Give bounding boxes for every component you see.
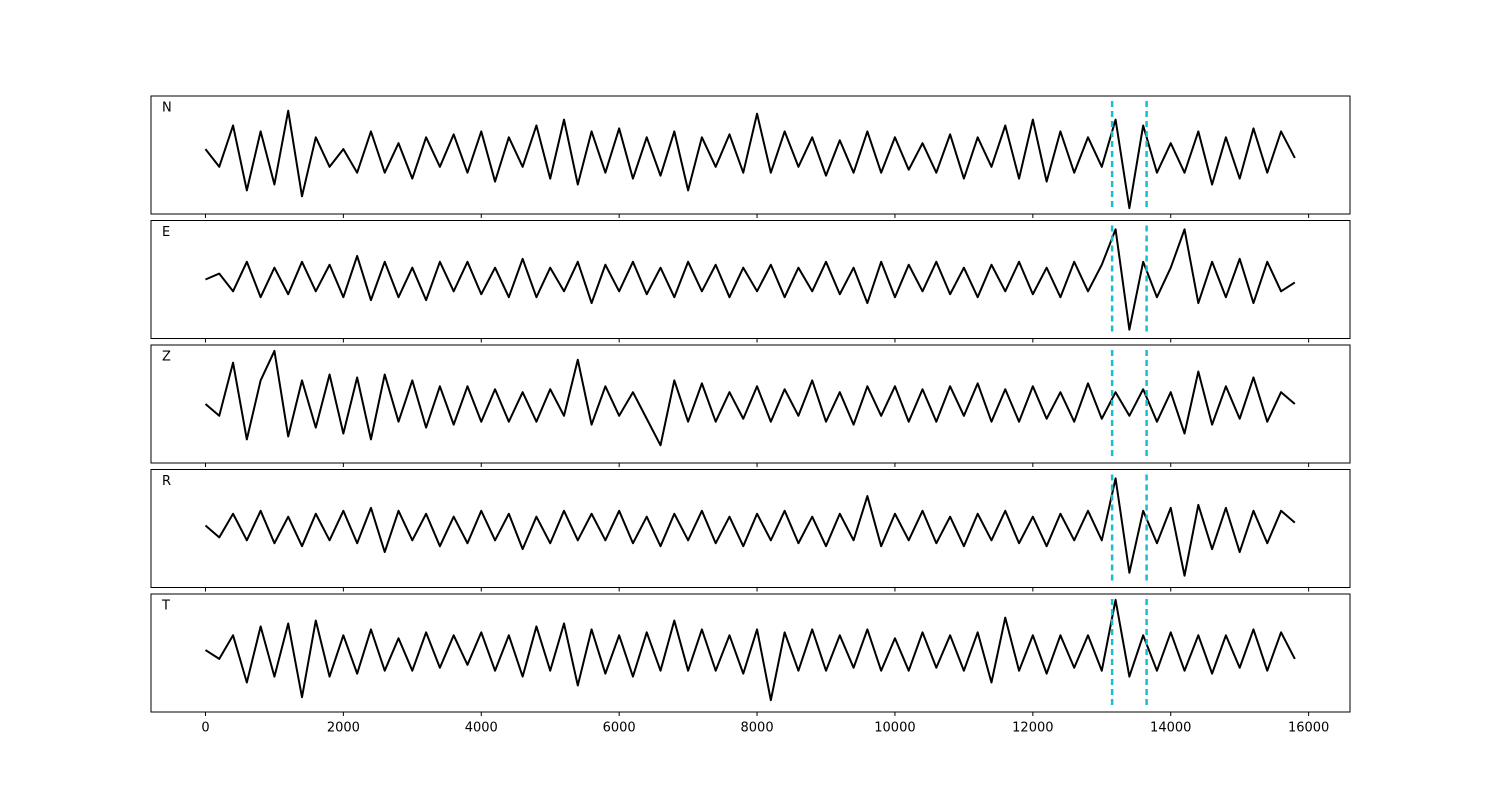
panel: R bbox=[150, 469, 1351, 592]
panel-label: E bbox=[162, 225, 170, 240]
panel-label: T bbox=[161, 599, 170, 614]
x-tick-label: 0 bbox=[201, 721, 209, 736]
panel-frame bbox=[150, 593, 1351, 713]
x-tick-label: 2000 bbox=[327, 721, 360, 736]
x-tick-label: 16000 bbox=[1288, 721, 1329, 736]
panel-label: N bbox=[162, 101, 172, 116]
x-tick-label: 8000 bbox=[741, 721, 774, 736]
x-tick-label: 14000 bbox=[1150, 721, 1191, 736]
panel-label: R bbox=[162, 474, 171, 489]
panel-frame bbox=[150, 220, 1351, 339]
panel: T 0 2000 4000 6000 8000 10000 12000 14000 16000 bbox=[150, 593, 1351, 736]
panel: E bbox=[150, 220, 1351, 343]
trace bbox=[204, 477, 1296, 577]
x-tick-label: 4000 bbox=[465, 721, 498, 736]
trace bbox=[204, 598, 1296, 702]
x-tick-label: 10000 bbox=[874, 721, 915, 736]
panel-label: Z bbox=[162, 350, 171, 365]
panel-frame bbox=[150, 344, 1351, 464]
panel-frame bbox=[150, 95, 1351, 215]
x-tick-label: 6000 bbox=[603, 721, 636, 736]
panel: N bbox=[150, 95, 1351, 218]
panel-frame bbox=[150, 469, 1351, 588]
trace bbox=[204, 349, 1296, 447]
panel: Z bbox=[150, 344, 1351, 467]
trace bbox=[204, 109, 1296, 210]
x-tick-label: 12000 bbox=[1012, 721, 1053, 736]
trace bbox=[205, 228, 1296, 331]
